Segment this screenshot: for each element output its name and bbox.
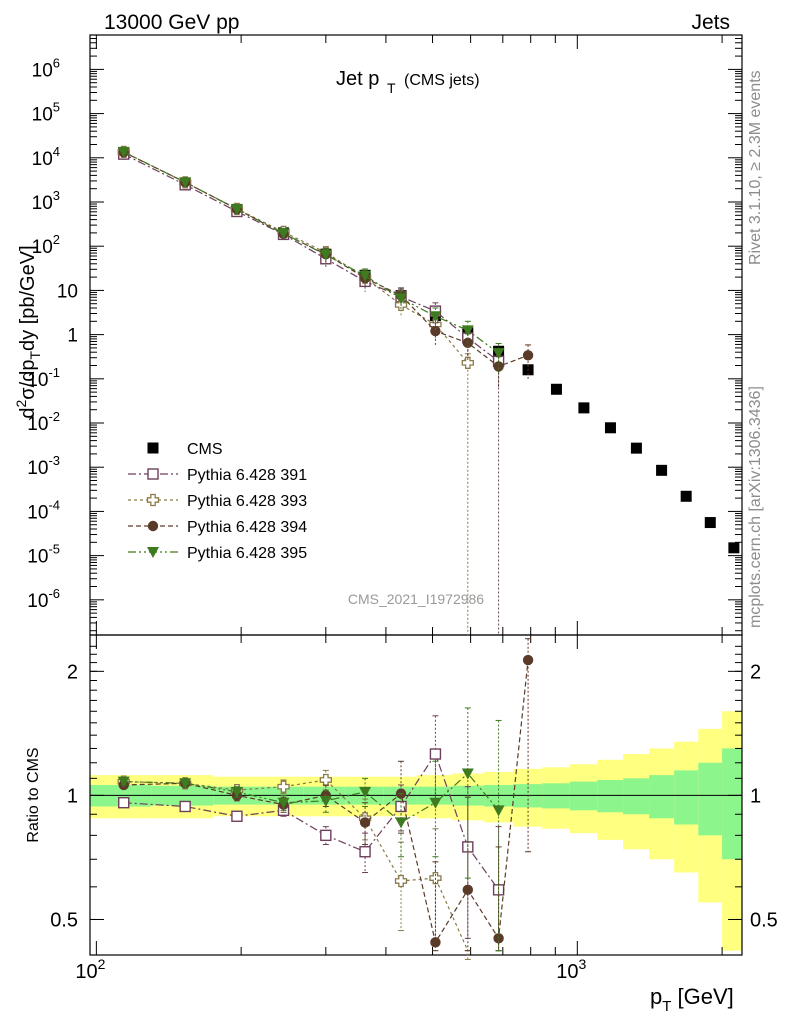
data-point [430,325,441,337]
ratio-point [429,748,442,760]
legend-marker [147,520,159,532]
data-point [492,348,505,360]
uncertainty-band-inner [597,779,624,813]
y-tick-label: 1 [67,326,78,347]
plot-title: Jet p T (CMS jets) [336,68,480,96]
ratio-point [319,773,332,787]
ratio-y-tick-label: 0.5 [50,909,78,931]
ratio-point [319,795,332,807]
ratio-y-tick-label: 0.5 [750,909,778,931]
data-point [359,270,372,282]
header-right: Jets [691,11,730,34]
data-point [179,177,192,189]
ratio-line [123,772,500,824]
plot-title-note: (CMS jets) [404,72,480,89]
data-point [656,464,668,476]
uncertainty-band-inner [674,770,699,825]
series-line [123,153,499,362]
ratio-point [462,884,474,896]
data-point [429,311,442,323]
ratio-point [320,829,332,842]
legend-marker [147,547,159,558]
svg-text:d2σ/dpTdy [pb/GeV]: d2σ/dpTdy [pb/GeV] [13,245,43,418]
ratio-point [359,817,371,828]
data-point [728,542,740,554]
svg-text:pT [GeV]: pT [GeV] [650,984,734,1015]
rivet-label: Rivet 3.1.10, ≥ 2.3M events [747,70,764,265]
ratio-series-pythia-6-428-395 [117,707,505,952]
uncertainty-band-inner [698,762,723,836]
data-point [493,361,504,372]
legend-label: Pythia 6.428 391 [187,467,307,484]
data-point [319,249,332,261]
data-point [604,422,616,434]
header-left: 13000 GeV pp [104,11,239,34]
ratio-point [359,786,372,798]
ratio-line [123,659,529,944]
ratio-point [429,797,442,809]
data-point [117,146,130,158]
legend-marker [146,493,160,507]
ratio-point [117,776,130,788]
series-line [123,151,469,364]
legend-entry: Pythia 6.428 394 [128,519,307,536]
ratio-point [461,768,474,780]
ratio-point [179,778,192,790]
data-point [550,383,562,395]
y-tick-label: 10 [57,281,78,302]
uncertainty-band-inner [569,781,598,811]
legend-entry: Pythia 6.428 391 [128,467,307,484]
plot-title-subscript: T [387,80,396,96]
ratio-point [277,797,290,809]
legend-label: CMS [187,441,223,458]
legend-marker [147,468,159,480]
mcplots-label: mcplots.cern.ch [arXiv:1306.3436] [747,386,764,628]
ratio-point [394,874,408,888]
legend-entry: Pythia 6.428 393 [128,493,307,510]
legend-marker [147,442,159,454]
ratio-y-tick-label: 2 [67,661,78,683]
ratio-point [359,846,371,858]
ratio-point [522,654,534,666]
legend-label: Pythia 6.428 395 [187,545,307,562]
ratio-line [123,752,500,891]
data-point [230,204,243,216]
data-point [630,442,642,454]
data-point [680,490,692,502]
ratio-point [277,780,290,793]
data-point [578,402,590,414]
ratio-point [231,810,243,822]
ratio-y-axis-label: Ratio to CMS [25,747,42,842]
ratio-line [123,779,469,951]
legend-entry: CMS [147,441,223,458]
data-point [704,517,716,529]
uncertainty-band-inner [623,778,650,815]
uncertainty-band-inner [649,775,675,819]
x-axis-label: pT [GeV] [650,984,734,1015]
main-y-axis-label: d2σ/dpTdy [pb/GeV] [13,245,43,418]
series-pythia-6-428-395 [117,146,505,374]
ratio-y-tick-label: 2 [750,661,761,683]
ratio-point [179,800,191,813]
uncertainty-band-inner [722,748,742,860]
plot-title-main: Jet p [336,68,379,90]
ratio-point [230,786,243,798]
analysis-watermark: CMS_2021_I1972986 [348,591,484,607]
ratio-point [118,797,130,809]
data-point [461,356,474,369]
data-point [277,228,290,240]
legend-entry: Pythia 6.428 395 [128,545,307,562]
ratio-y-tick-label: 1 [750,785,761,807]
ratio-point [395,817,408,829]
legend-label: Pythia 6.428 393 [187,493,307,510]
ratio-y-tick-label: 1 [67,785,78,807]
legend-label: Pythia 6.428 394 [187,519,307,536]
ratio-point [430,937,441,948]
data-point [461,325,474,337]
data-point [395,293,408,305]
data-point [522,350,534,361]
ratio-point [492,805,505,817]
